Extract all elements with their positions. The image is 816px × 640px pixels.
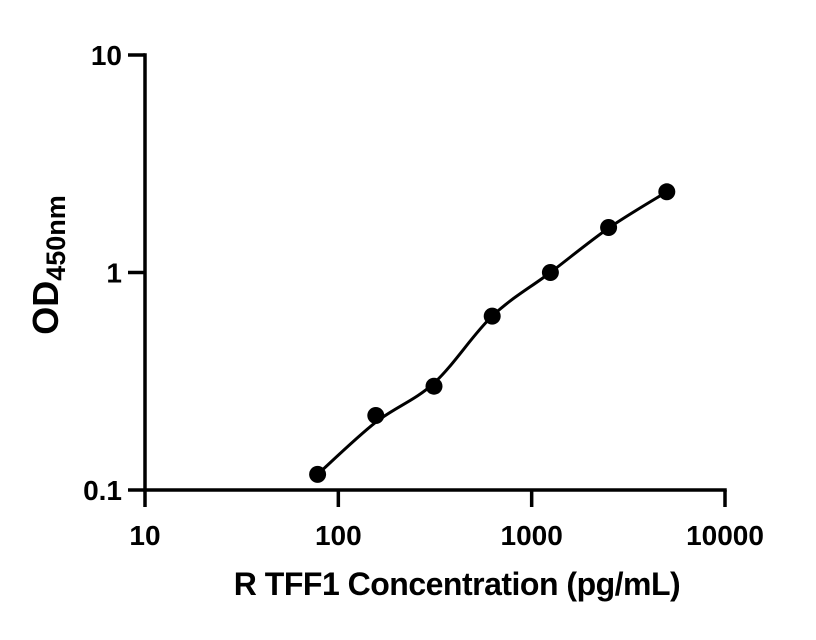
y-tick-label: 10: [91, 40, 122, 71]
data-point: [309, 465, 327, 483]
x-tick-label: 10000: [686, 520, 764, 551]
data-point: [541, 264, 559, 281]
x-tick-label: 10: [129, 520, 160, 551]
axes-spines: [143, 53, 727, 492]
y-axis-title-subscript: 450nm: [41, 195, 71, 281]
data-point: [483, 307, 501, 325]
y-axis-title-main: OD: [25, 280, 66, 335]
data-point: [600, 219, 618, 236]
y-tick-label: 0.1: [83, 475, 122, 506]
y-axis-title: OD450nm: [24, 115, 71, 415]
data-point: [658, 183, 676, 201]
x-tick-label: 100: [315, 520, 362, 551]
y-tick-label: 1: [106, 258, 122, 289]
x-axis-title: R TFF1 Concentration (pg/mL): [233, 566, 681, 602]
data-point: [425, 377, 443, 395]
data-point: [367, 407, 385, 424]
fit-curve: [316, 190, 669, 476]
x-tick-label: 1000: [501, 520, 563, 551]
